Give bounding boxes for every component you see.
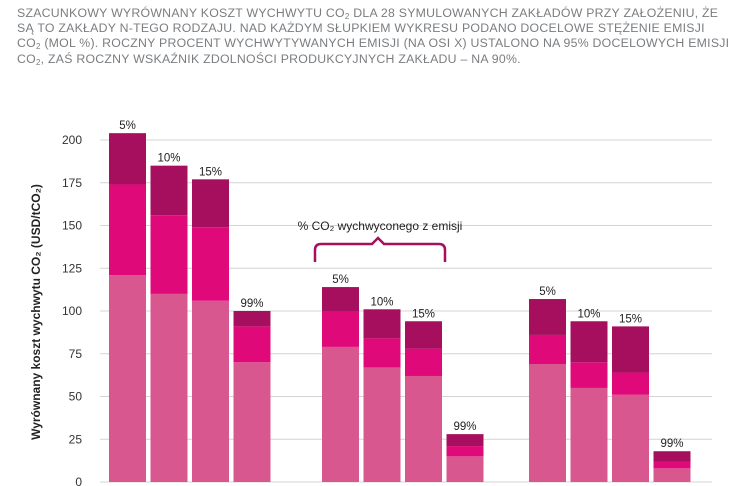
y-tick-label: 50: [69, 390, 83, 404]
bar-label: 5%: [119, 120, 136, 132]
bar-label: 99%: [660, 438, 683, 450]
bar-segment: [233, 362, 271, 482]
y-axis-label: Wyrównany koszt wychwytu CO₂ (USD/tCO₂): [29, 184, 43, 440]
caption-subscript-3: 2: [35, 57, 41, 67]
y-tick-label: 0: [75, 475, 82, 486]
y-tick-label: 125: [62, 261, 82, 275]
bar-segment: [192, 300, 229, 482]
bar-segment: [570, 387, 608, 482]
bar-label: 15%: [619, 313, 642, 325]
bar-segment: [446, 456, 484, 482]
bar-segment: [363, 367, 401, 482]
bar-segment: [109, 133, 146, 185]
bar-segment: [446, 446, 484, 457]
caption-subscript-2: 2: [35, 42, 41, 52]
bar-segment: [363, 309, 401, 339]
bar-segment: [150, 165, 188, 216]
bar-label: 99%: [240, 298, 263, 310]
y-tick-label: 100: [62, 304, 82, 318]
y-tick-label: 150: [62, 219, 82, 233]
bar-segment: [446, 434, 484, 447]
y-axis-ticks: 0 25 50 75 100 125 150 175 200: [62, 133, 82, 486]
bar-segment: [653, 461, 691, 469]
bar-segment: [405, 348, 442, 376]
bar-segment: [612, 326, 649, 373]
bar-segment: [150, 293, 188, 482]
bar-segment: [322, 287, 359, 311]
bar-segment: [405, 321, 442, 349]
bar-segment: [405, 375, 442, 482]
bar-segment: [109, 184, 146, 276]
caption-part-4: , zaś roczny wskaźnik zdolności produkcy…: [40, 51, 521, 66]
bar-segment: [363, 338, 401, 368]
caption-subscript-1: 2: [344, 12, 350, 21]
annotation: % CO₂ wychwyconego z emisji: [298, 219, 463, 262]
bar-label: 99%: [453, 421, 476, 433]
chart-caption: Szacunkowy wyrównany koszt wychwytu CO2 …: [17, 6, 732, 67]
bar-label: 15%: [199, 166, 222, 178]
bar-segment: [570, 362, 608, 388]
bar-label: 10%: [577, 308, 600, 320]
bar-segment: [653, 451, 691, 462]
bar-segment: [322, 346, 359, 482]
bar-segment: [109, 275, 146, 482]
bar-segment: [322, 311, 359, 347]
bar-segment: [570, 321, 608, 363]
y-tick-label: 75: [69, 347, 83, 361]
y-tick-label: 200: [62, 133, 82, 147]
y-tick-label: 25: [69, 432, 83, 446]
caption-part-3: (mol %). Roczny procent wychwytywanych e…: [17, 36, 730, 66]
caption-part-2: dla 28 symulowanych zakładów przy założe…: [17, 6, 719, 51]
bar-segment: [233, 326, 271, 363]
bar-segment: [192, 227, 229, 301]
bar-segment: [233, 311, 271, 327]
bar-label: 10%: [370, 296, 393, 308]
bar-label: 15%: [412, 308, 435, 320]
bar-segment: [529, 334, 566, 365]
bar-segment: [192, 179, 229, 228]
y-tick-label: 175: [62, 176, 82, 190]
bar-segment: [529, 299, 566, 335]
bar-segment: [653, 468, 691, 482]
bar-label: 10%: [157, 153, 180, 165]
bar-segment: [612, 394, 649, 482]
bar-segment: [150, 215, 188, 294]
caption-part-1: Szacunkowy wyrównany koszt wychwytu CO: [17, 6, 345, 20]
bar-label: 5%: [539, 286, 556, 298]
bar-segment: [612, 372, 649, 395]
bar-series: 5% 10% 15% 99% 5% 10% 15% 99% 5% 10% 15% 99%: [109, 120, 691, 482]
annotation-bracket: [313, 236, 447, 262]
bar-segment: [529, 364, 566, 482]
bar-label: 5%: [332, 274, 349, 286]
annotation-text: % CO₂ wychwyconego z emisji: [298, 219, 463, 233]
